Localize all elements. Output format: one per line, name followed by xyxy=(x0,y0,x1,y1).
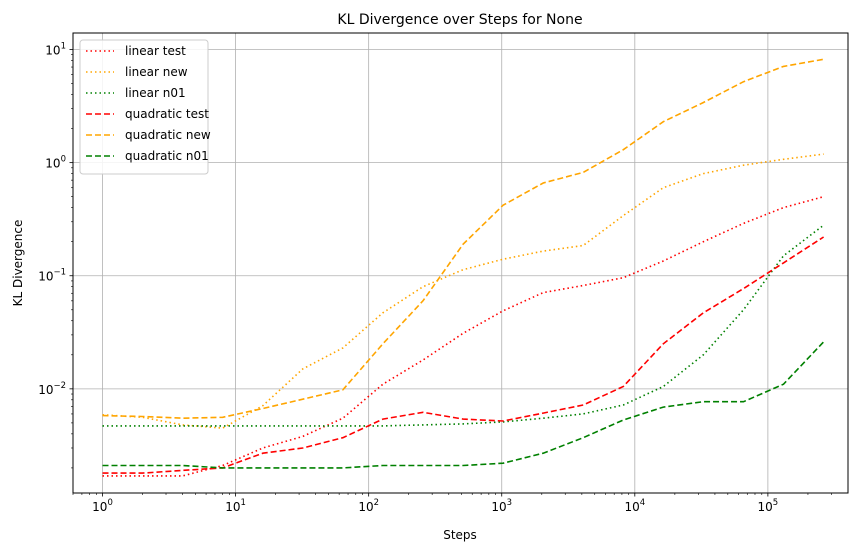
x-tick-label: 103 xyxy=(491,498,512,514)
series-line-quadratic-n01 xyxy=(102,341,825,469)
y-tick-label: 10−2 xyxy=(38,381,66,397)
x-tick-label: 101 xyxy=(225,498,246,514)
x-axis-label: Steps xyxy=(443,528,477,542)
y-tick-label: 100 xyxy=(45,155,66,171)
series-line-linear-n01 xyxy=(102,224,825,427)
plot-frame xyxy=(72,32,849,494)
series-layer xyxy=(102,58,825,477)
y-tick-label: 10−1 xyxy=(38,268,66,284)
x-tick-label: 105 xyxy=(758,498,779,514)
legend-label: linear n01 xyxy=(125,86,186,100)
y-axis-label: KL Divergence xyxy=(11,220,25,307)
x-tick-label: 104 xyxy=(624,498,645,514)
y-tick-label: 101 xyxy=(45,42,66,58)
legend-label: linear test xyxy=(125,44,186,58)
x-tick-label: 102 xyxy=(358,498,379,514)
legend: linear test linear new linear n01 quadratic… xyxy=(79,39,211,175)
series-line-linear-new xyxy=(102,153,824,429)
series-line-quadratic-new xyxy=(102,58,824,420)
legend-box xyxy=(79,39,209,175)
legend-label: quadratic new xyxy=(125,128,211,142)
axis-ticks: 100 101 102 103 104 105 10−2 10−1 100 101 xyxy=(38,42,832,514)
series-line-linear-test xyxy=(102,195,824,477)
legend-label: quadratic test xyxy=(125,107,209,121)
x-tick-label: 100 xyxy=(92,498,113,514)
legend-label: linear new xyxy=(125,65,188,79)
chart-title: KL Divergence over Steps for None xyxy=(337,12,582,28)
legend-label: quadratic n01 xyxy=(125,149,209,163)
